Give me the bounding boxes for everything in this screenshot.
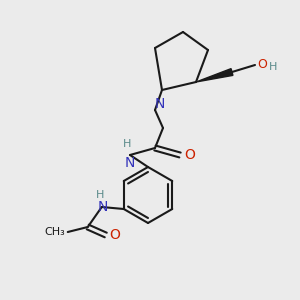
Text: N: N — [125, 156, 135, 170]
Text: H: H — [96, 190, 104, 200]
Text: H: H — [123, 139, 131, 149]
Text: O: O — [109, 228, 120, 242]
Text: O: O — [184, 148, 195, 162]
Text: O: O — [257, 58, 267, 70]
Text: CH₃: CH₃ — [44, 227, 65, 237]
Text: N: N — [155, 97, 165, 111]
Text: N: N — [98, 200, 108, 214]
Polygon shape — [196, 69, 233, 82]
Text: H: H — [269, 62, 278, 72]
